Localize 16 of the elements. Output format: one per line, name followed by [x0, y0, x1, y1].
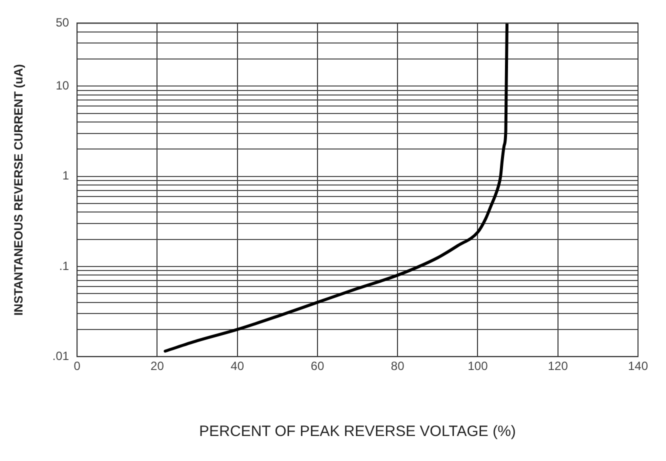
y-tick-label: .01: [52, 348, 70, 363]
y-tick-label: .1: [59, 258, 70, 273]
y-axis-title: INSTANTANEOUS REVERSE CURRENT (uA): [12, 64, 26, 316]
x-tick-label: 60: [310, 359, 324, 374]
x-tick-label: 20: [150, 359, 164, 374]
line-series: [164, 23, 508, 353]
x-tick-label: 40: [230, 359, 244, 374]
x-tick-label: 120: [548, 359, 568, 374]
x-tick-label: 80: [390, 359, 405, 374]
y-tick-label: 1: [62, 168, 70, 183]
y-tick-label: 50: [56, 16, 70, 30]
y-tick-label: 10: [56, 78, 70, 93]
x-tick-label: 0: [74, 359, 81, 374]
x-tick-label: 140: [628, 359, 648, 374]
x-tick-label: 100: [468, 359, 488, 374]
x-axis-title: PERCENT OF PEAK REVERSE VOLTAGE (%): [199, 423, 516, 440]
